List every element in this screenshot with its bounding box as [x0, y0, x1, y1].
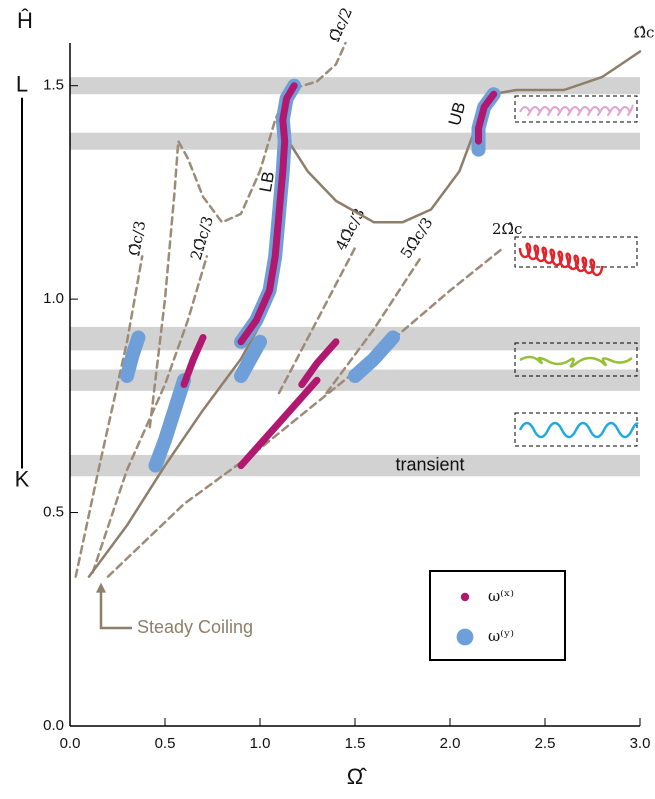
curve-label: Ω̂c/2 [325, 5, 356, 45]
y-tick-label: 1.5 [43, 77, 64, 94]
annotation: UB [445, 100, 469, 128]
arrow-head [96, 582, 106, 593]
inset-wave [519, 355, 633, 368]
y-tick-label: 1.0 [43, 290, 64, 307]
x-tick-label: 1.5 [345, 735, 366, 752]
x-tick-label: 3.0 [630, 735, 651, 752]
x-tick-label: 2.0 [440, 735, 461, 752]
curve [91, 255, 209, 574]
band [70, 132, 640, 150]
curve-label: Ω̂c [634, 24, 655, 42]
inset-wave [519, 104, 634, 116]
x-tick-label: 0.0 [60, 735, 81, 752]
curve [87, 50, 642, 578]
y-axis-label: Ĥ [17, 8, 33, 33]
insets [514, 95, 639, 447]
curve-label: 4Ω̂c/3 [332, 205, 369, 253]
curve-label: 2Ω̂c [492, 220, 522, 238]
data-track [180, 82, 498, 470]
x-tick-label: 0.5 [155, 735, 176, 752]
y-tick-label: 0.0 [43, 717, 64, 734]
band [70, 454, 640, 477]
curve-label: 2Ω̂c/3 [187, 214, 217, 262]
legend-swatch [460, 592, 470, 602]
x-tick-label: 1.0 [250, 735, 271, 752]
x-tick-label: 2.5 [535, 735, 556, 752]
curve [106, 246, 505, 578]
curve [325, 255, 423, 395]
curve [148, 41, 347, 429]
legend-label: ω⁽ʸ⁾ [488, 627, 514, 645]
inset-box [514, 95, 638, 123]
x-axis-label: Ω̂ [347, 764, 367, 789]
inset-wave [518, 242, 604, 277]
bracket-label: K [15, 466, 30, 491]
annotation: Steady Coiling [137, 617, 253, 637]
band [70, 77, 640, 95]
legend-swatch [456, 628, 474, 646]
arrow [99, 588, 132, 630]
annotation: LB [256, 170, 278, 194]
bracket-label: L [16, 72, 28, 97]
band-label: transient [395, 454, 464, 474]
y-tick-label: 0.5 [43, 504, 64, 521]
legend-box [429, 570, 566, 661]
inset-wave [518, 421, 639, 439]
curve [277, 246, 357, 395]
band [70, 326, 640, 351]
curve-label: Ω̂c/3 [125, 219, 149, 257]
legend-label: ω⁽ˣ⁾ [488, 587, 514, 605]
curve [74, 255, 144, 578]
